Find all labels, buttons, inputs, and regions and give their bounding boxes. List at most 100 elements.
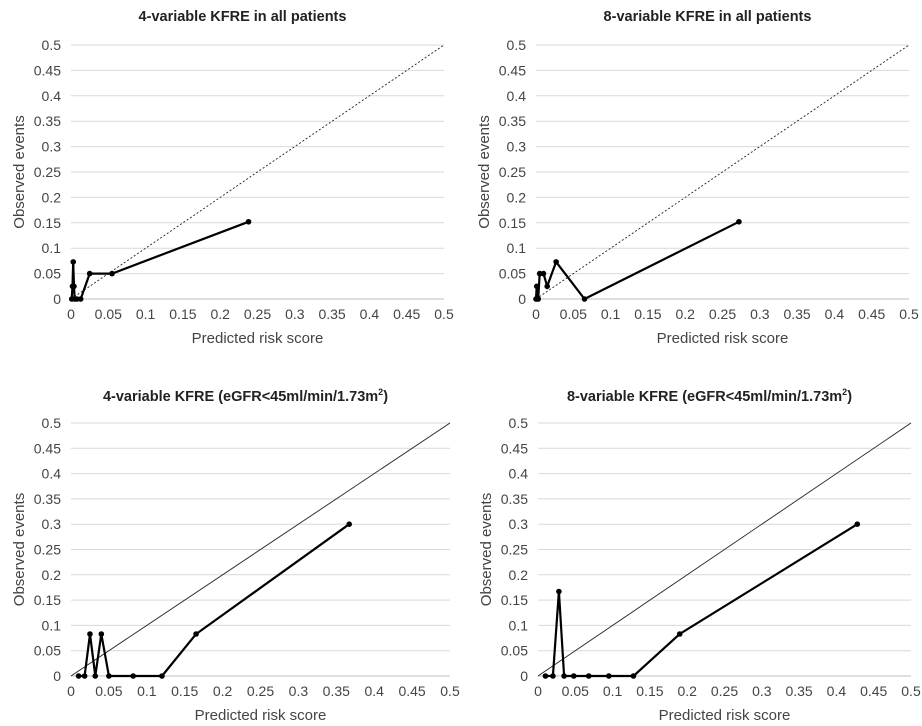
x-tick-label: 0 [67,306,75,322]
data-point [159,673,165,679]
y-tick-label: 0 [53,291,61,307]
chart-title-text: 8-variable KFRE (eGFR<45ml/min/1.73m [566,388,843,405]
data-point [581,296,588,302]
data-point [92,673,99,679]
reference-line [70,44,445,300]
x-tick-label: 0.45 [860,683,887,699]
data-point [542,673,549,679]
series-line [534,220,740,301]
y-tick-label: 0.45 [34,62,61,78]
x-tick-label: 0.4 [364,683,384,699]
y-tick-label: 0.45 [499,62,526,78]
data-point [533,283,540,290]
data-point [87,631,93,637]
chart-title-suffix: ) [847,388,853,405]
x-tick-label: 0.1 [136,306,156,322]
y-tick-label: 0.15 [501,592,528,608]
data-point [553,259,559,265]
y-tick-label: 0.45 [501,440,528,456]
y-axis-title: Observed events [11,115,28,228]
data-point [550,673,556,679]
x-tick-label: 0.35 [783,306,810,322]
y-tick-label: 0.1 [42,240,62,256]
data-point [77,296,84,302]
y-tick-label: 0.1 [42,617,62,633]
x-tick-label: 0.4 [360,306,380,322]
x-tick-label: 0.35 [318,306,345,322]
data-point [676,631,683,637]
data-point [561,673,567,679]
x-axis-title: Predicted risk score [659,707,791,724]
data-point [585,673,592,679]
y-tick-label: 0.05 [499,266,526,282]
y-tick-label: 0.2 [507,189,527,205]
y-tick-label: 0 [53,668,61,684]
x-tick-label: 0.3 [285,306,305,322]
series-line [545,523,858,678]
x-axis-title: Predicted risk score [192,330,324,347]
data-point [75,673,82,679]
y-tick-label: 0.25 [501,542,528,558]
y-tick-label: 0.25 [34,542,61,558]
y-tick-label: 0.35 [34,113,61,129]
data-point [98,631,105,637]
data-point [86,270,93,277]
y-tick-label: 0.05 [34,643,61,659]
y-tick-label: 0.15 [499,215,526,231]
y-tick-label: 0.3 [42,516,62,532]
data-point [535,296,542,302]
y-tick-label: 0.1 [509,617,529,633]
data-point [106,673,112,679]
x-tick-label: 0.1 [137,683,157,699]
data-point [245,218,252,225]
y-tick-label: 0.05 [34,266,61,282]
data-point [606,673,612,679]
data-point [130,673,136,679]
x-tick-label: 0.5 [434,306,454,322]
x-tick-label: 0.05 [95,683,122,699]
y-tick-label: 0.3 [509,516,529,532]
y-tick-label: 0.5 [507,37,527,53]
chart-title-superscript: 2 [378,387,384,397]
x-tick-label: 0.15 [171,683,198,699]
x-tick-label: 0.05 [95,306,122,322]
data-point [556,588,562,595]
chart-title-text: 4-variable KFRE (eGFR<45ml/min/1.73m [102,388,379,405]
y-tick-label: 0.25 [34,164,61,180]
series-line [70,220,249,301]
y-tick-label: 0 [520,668,528,684]
chart-title: 8-variable KFRE in all patients [496,9,919,25]
x-tick-label: 0.2 [677,683,697,699]
data-point [81,673,88,679]
x-tick-label: 0 [532,306,540,322]
x-tick-label: 0.35 [785,683,812,699]
y-tick-label: 0.3 [42,139,62,155]
x-tick-label: 0.4 [825,306,845,322]
data-point [854,521,861,527]
chart-svg: 0 0.05 0.1 0.15 0.2 0.25 0.3 0.35 0.4 0.45 0.5 0 0.0… [476,37,919,347]
y-tick-label: 0.5 [42,415,62,431]
y-tick-label: 0.5 [42,37,62,53]
chart-title-text: 8-variable KFRE in all patients [603,9,812,25]
y-tick-label: 0.4 [42,88,62,104]
y-tick-label: 0.5 [509,415,529,431]
y-tick-label: 0.15 [34,592,61,608]
x-tick-label: 0.4 [827,683,847,699]
reference-line [537,422,912,677]
x-tick-label: 0.5 [440,683,460,699]
y-tick-label: 0.35 [499,113,526,129]
y-tick-label: 0.4 [509,466,529,482]
x-tick-label: 0.45 [858,306,885,322]
chart-panel-1: 4-variable KFRE in all patients 0 0.05 0.1 0… [0,0,461,363]
chart-panel-3: 4-variable KFRE (eGFR<45ml/min/1.73m2) 0 0… [0,380,461,726]
chart-title-suffix: ) [383,388,389,405]
x-tick-label: 0.05 [560,306,587,322]
x-tick-label: 0.1 [601,306,621,322]
y-tick-label: 0.2 [42,567,62,583]
x-tick-label: 0.5 [899,306,919,322]
chart-title: 4-variable KFRE in all patients [31,9,454,25]
x-axis-title: Predicted risk score [195,707,327,724]
x-tick-label: 0.35 [323,683,350,699]
y-tick-label: 0.4 [507,88,527,104]
x-tick-label: 0 [67,683,75,699]
